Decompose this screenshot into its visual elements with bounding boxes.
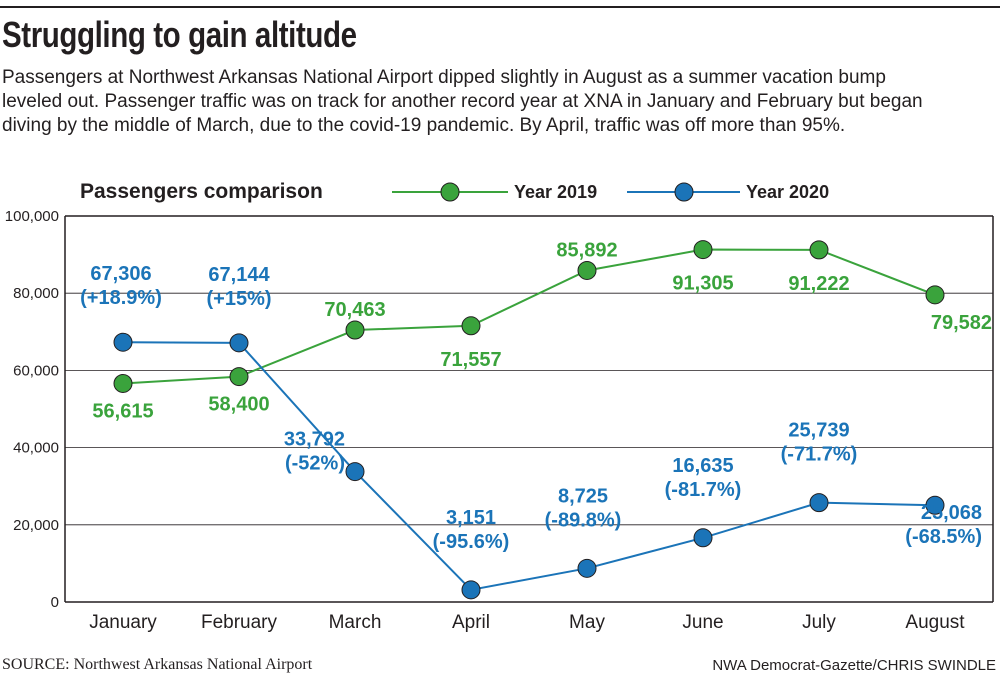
data-point: [229, 367, 249, 387]
data-label-2020: 67,306: [90, 263, 151, 285]
data-point: [113, 332, 133, 352]
x-tick-label: January: [89, 612, 157, 633]
legend-marker-2019: [440, 182, 460, 202]
data-label-2019: 56,615: [92, 400, 153, 422]
data-label-2019: 85,892: [556, 239, 617, 261]
data-label-2019: 58,400: [208, 394, 269, 416]
x-tick-label: July: [802, 612, 836, 633]
line-chart: Passengers comparison Year 2019 Year 202…: [5, 180, 994, 633]
y-tick-label: 40,000: [13, 440, 59, 457]
data-label-2019: 91,305: [672, 273, 733, 295]
data-point: [229, 333, 249, 353]
data-label-2020: 25,739: [788, 420, 849, 442]
data-point: [345, 320, 365, 340]
x-tick-label: February: [201, 612, 278, 633]
y-axis: 0 20,000 40,000 60,000 80,000 100,000: [5, 208, 59, 611]
data-point: [925, 495, 945, 515]
data-label-2020: 25,068: [921, 502, 982, 524]
headline: Struggling to gain altitude: [2, 14, 357, 55]
x-tick-label: March: [329, 612, 382, 633]
data-point: [345, 462, 365, 482]
change-label-2020: (+18.9%): [80, 287, 162, 309]
y-tick-label: 60,000: [13, 362, 59, 379]
change-label-2020: (-95.6%): [433, 531, 510, 553]
x-tick-label: June: [682, 612, 723, 633]
grid: [64, 215, 994, 603]
source-note: SOURCE: Northwest Arkansas National Airp…: [2, 656, 313, 673]
legend-label-2020: Year 2020: [746, 182, 829, 202]
data-label-2019: 91,222: [788, 273, 849, 295]
data-label-2019: 70,463: [324, 299, 385, 321]
series-line-0: [122, 248, 936, 385]
credit-line: NWA Democrat-Gazette/CHRIS SWINDLE: [712, 657, 996, 674]
x-axis: January February March April May June July Augu…: [89, 612, 965, 633]
change-label-2020: (-71.7%): [781, 444, 858, 466]
legend-marker-2020: [674, 182, 694, 202]
x-tick-label: August: [905, 612, 965, 633]
chart-title: Passengers comparison: [80, 180, 323, 203]
data-point: [925, 285, 945, 305]
data-labels: 56,615 58,400 70,463 71,557 85,892 91,305 91,2…: [80, 239, 992, 552]
data-label-2020: 3,151: [446, 507, 496, 529]
data-point: [461, 580, 481, 600]
data-label-2020: 67,144: [208, 264, 270, 286]
change-label-2020: (-52%): [285, 453, 345, 475]
change-label-2020: (-81.7%): [665, 479, 742, 501]
x-tick-label: April: [452, 612, 490, 633]
y-tick-label: 100,000: [5, 208, 59, 225]
data-label-2019: 71,557: [440, 349, 501, 371]
series-points: [113, 240, 945, 600]
data-label-2020: 16,635: [672, 455, 733, 477]
change-label-2020: (-68.5%): [905, 526, 982, 548]
data-point: [693, 528, 713, 548]
change-label-2020: (+15%): [206, 288, 271, 310]
data-point: [461, 316, 481, 336]
y-tick-label: 0: [51, 594, 59, 611]
data-point: [113, 373, 133, 393]
data-point: [693, 240, 713, 260]
y-tick-label: 80,000: [13, 285, 59, 302]
x-tick-label: May: [569, 612, 605, 633]
data-label-2020: 33,792: [284, 429, 345, 451]
data-point: [577, 260, 597, 280]
series-lines: [122, 248, 936, 591]
y-tick-label: 20,000: [13, 517, 59, 534]
data-point: [809, 493, 829, 513]
intro-text: Passengers at Northwest Arkansas Nationa…: [2, 67, 923, 136]
top-rule: [0, 6, 1000, 8]
data-label-2019: 79,582: [931, 312, 992, 334]
change-label-2020: (-89.8%): [545, 509, 622, 531]
series-line-1: [122, 341, 936, 591]
data-point: [577, 558, 597, 578]
legend-label-2019: Year 2019: [514, 182, 597, 202]
legend: Year 2019 Year 2020: [392, 182, 829, 202]
data-label-2020: 8,725: [558, 485, 608, 507]
data-point: [809, 240, 829, 260]
